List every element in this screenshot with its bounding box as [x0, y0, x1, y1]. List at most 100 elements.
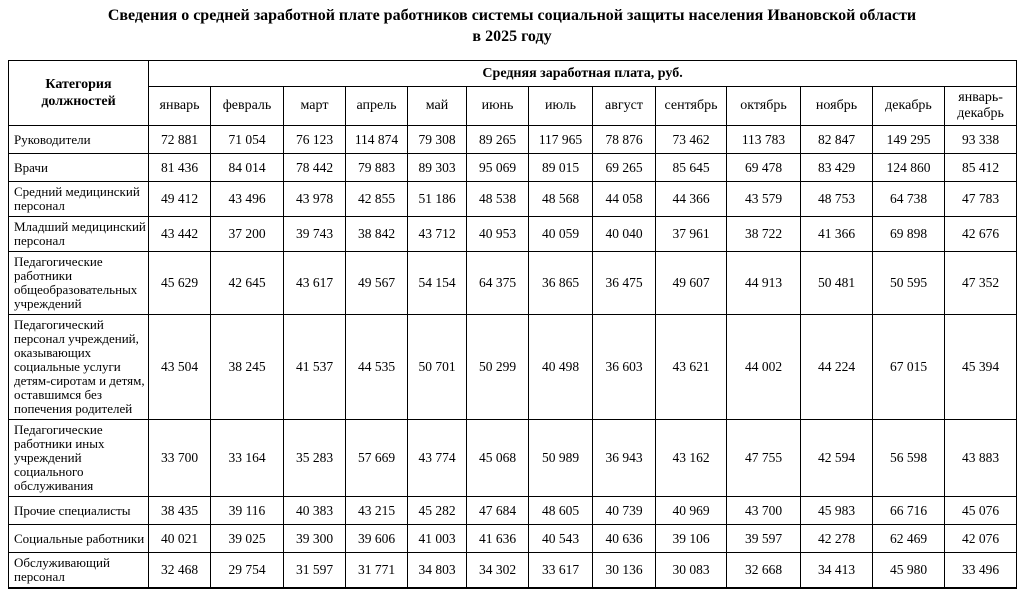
salary-value-cell: 64 375	[466, 251, 529, 315]
table-row: Руководители 72 881 71 054 76 123 114 874 79 …	[8, 125, 1018, 154]
salary-value-cell: 40 739	[592, 496, 656, 525]
salary-value-cell: 42 855	[345, 181, 408, 217]
title-line-2: в 2025 году	[472, 28, 552, 45]
salary-value-cell: 40 953	[466, 216, 529, 252]
category-cell: Прочие специалисты	[8, 496, 149, 525]
salary-value-cell: 117 965	[528, 125, 593, 154]
salary-value-cell: 47 755	[726, 419, 801, 497]
salary-value-cell: 33 617	[528, 552, 593, 589]
salary-value-cell: 56 598	[872, 419, 945, 497]
salary-value-cell: 45 282	[407, 496, 467, 525]
month-column-header: апрель	[345, 86, 408, 126]
salary-value-cell: 35 283	[283, 419, 346, 497]
salary-value-cell: 50 595	[872, 251, 945, 315]
salary-value-cell: 43 621	[655, 314, 727, 420]
salary-value-cell: 33 496	[943, 552, 1018, 589]
salary-value-cell: 40 543	[528, 524, 593, 553]
salary-value-cell: 39 116	[210, 496, 284, 525]
salary-value-cell: 45 980	[872, 552, 945, 589]
salary-value-cell: 39 606	[345, 524, 408, 553]
salary-value-cell: 69 265	[592, 153, 656, 182]
table-row: Педагогический персонал учреждений, оказ…	[8, 314, 1018, 420]
table-row: Обслуживающий персонал 32 468 29 754 31 597…	[8, 552, 1018, 589]
salary-value-cell: 43 712	[407, 216, 467, 252]
salary-value-cell: 37 200	[210, 216, 284, 252]
salary-value-cell: 64 738	[872, 181, 945, 217]
salary-value-cell: 45 983	[800, 496, 873, 525]
salary-value-cell: 32 468	[148, 552, 211, 589]
category-cell: Средний медицинский персонал	[8, 181, 149, 217]
salary-value-cell: 29 754	[210, 552, 284, 589]
salary-value-cell: 43 774	[407, 419, 467, 497]
salary-value-cell: 37 961	[655, 216, 727, 252]
salary-value-cell: 30 136	[592, 552, 656, 589]
salary-value-cell: 41 537	[283, 314, 346, 420]
months-header-row: январь февраль март апрель май июнь июль август…	[9, 86, 1018, 126]
salary-value-cell: 49 412	[148, 181, 211, 217]
title-line-1: Сведения о средней заработной плате рабо…	[107, 7, 917, 24]
table-row: Педагогические работники общеобразовател…	[8, 251, 1018, 315]
salary-value-cell: 76 123	[283, 125, 346, 154]
salary-value-cell: 43 978	[283, 181, 346, 217]
month-column-header: декабрь	[872, 86, 945, 126]
category-cell: Врачи	[8, 153, 149, 182]
salary-value-cell: 43 617	[283, 251, 346, 315]
salary-value-cell: 69 898	[872, 216, 945, 252]
salary-value-cell: 44 002	[726, 314, 801, 420]
salary-value-cell: 113 783	[726, 125, 801, 154]
salary-value-cell: 36 603	[592, 314, 656, 420]
salary-value-cell: 44 535	[345, 314, 408, 420]
salary-value-cell: 42 676	[943, 216, 1018, 252]
salary-value-cell: 66 716	[872, 496, 945, 525]
table-row: Социальные работники 40 021 39 025 39 300 39…	[8, 524, 1018, 553]
salary-value-cell: 42 645	[210, 251, 284, 315]
salary-value-cell: 73 462	[655, 125, 727, 154]
salary-value-cell: 50 989	[528, 419, 593, 497]
salary-value-cell: 83 429	[800, 153, 873, 182]
salary-value-cell: 67 015	[872, 314, 945, 420]
salary-value-cell: 43 215	[345, 496, 408, 525]
salary-value-cell: 38 435	[148, 496, 211, 525]
month-column-header: январь-декабрь	[943, 86, 1018, 126]
salary-value-cell: 89 265	[466, 125, 529, 154]
salary-value-cell: 69 478	[726, 153, 801, 182]
category-cell: Обслуживающий персонал	[8, 552, 149, 589]
salary-value-cell: 39 025	[210, 524, 284, 553]
salary-value-cell: 71 054	[210, 125, 284, 154]
salary-value-cell: 54 154	[407, 251, 467, 315]
month-column-header: март	[283, 86, 346, 126]
salary-value-cell: 30 083	[655, 552, 727, 589]
salary-value-cell: 44 913	[726, 251, 801, 315]
salary-value-cell: 79 883	[345, 153, 408, 182]
salary-value-cell: 42 278	[800, 524, 873, 553]
salary-value-cell: 72 881	[148, 125, 211, 154]
salary-value-cell: 93 338	[943, 125, 1018, 154]
salary-value-cell: 39 300	[283, 524, 346, 553]
salary-value-cell: 48 605	[528, 496, 593, 525]
salary-value-cell: 39 106	[655, 524, 727, 553]
salary-value-cell: 47 352	[943, 251, 1018, 315]
salary-value-cell: 38 245	[210, 314, 284, 420]
month-column-header: ноябрь	[800, 86, 873, 126]
table-row: Младший медицинский персонал 43 442 37 200…	[8, 216, 1018, 252]
salary-value-cell: 36 943	[592, 419, 656, 497]
salary-value-cell: 48 568	[528, 181, 593, 217]
salary-value-cell: 34 413	[800, 552, 873, 589]
table-row: Прочие специалисты 38 435 39 116 40 383 43 2…	[8, 496, 1018, 525]
salary-value-cell: 149 295	[872, 125, 945, 154]
salary-value-cell: 49 607	[655, 251, 727, 315]
salary-value-cell: 85 412	[943, 153, 1018, 182]
salary-value-cell: 47 684	[466, 496, 529, 525]
header-row-group: Категория должностей Средняя заработная …	[8, 60, 1018, 126]
salary-value-cell: 50 701	[407, 314, 467, 420]
salary-value-cell: 45 068	[466, 419, 529, 497]
salary-value-cell: 40 040	[592, 216, 656, 252]
category-cell: Младший медицинский персонал	[8, 216, 149, 252]
salary-value-cell: 81 436	[148, 153, 211, 182]
category-cell: Педагогические работники общеобразовател…	[8, 251, 149, 315]
month-column-header: сентябрь	[655, 86, 727, 126]
salary-value-cell: 79 308	[407, 125, 467, 154]
salary-value-cell: 40 059	[528, 216, 593, 252]
salary-value-cell: 49 567	[345, 251, 408, 315]
